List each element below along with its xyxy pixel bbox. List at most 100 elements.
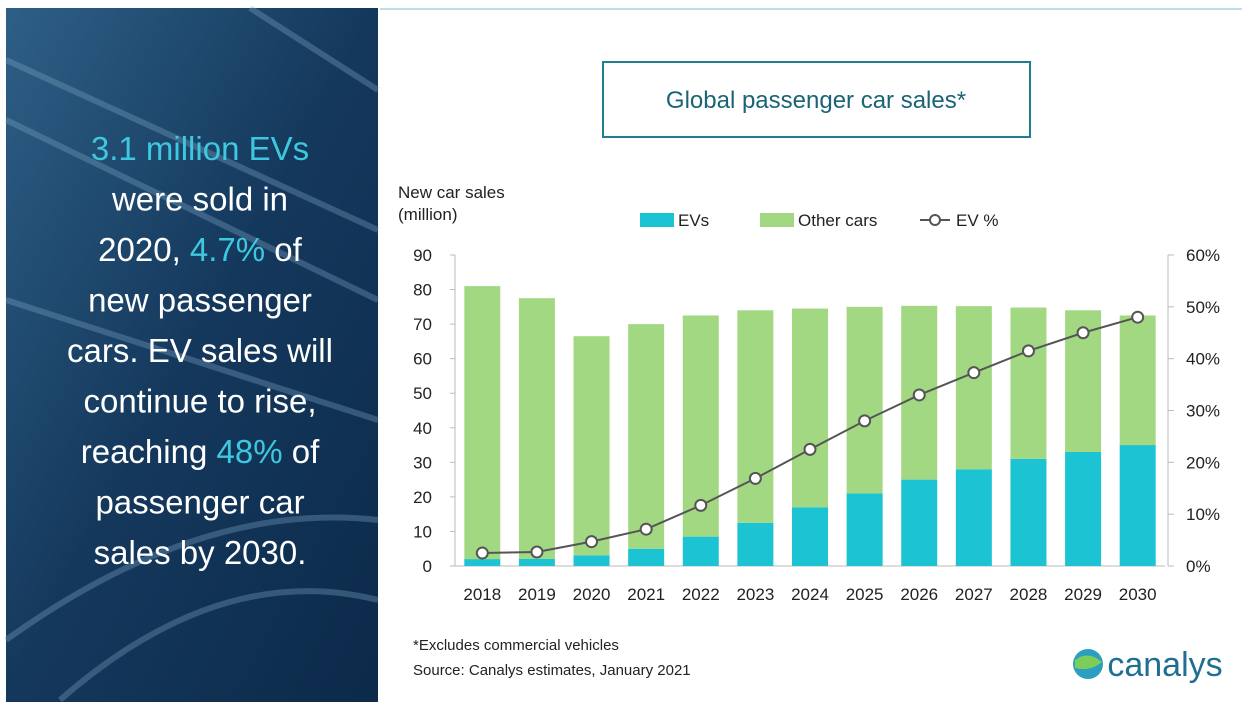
panel-text: continue to rise, xyxy=(84,383,317,420)
line-marker xyxy=(585,535,599,549)
logo-icon xyxy=(1073,649,1103,679)
x-tick-label: 2018 xyxy=(463,585,501,604)
y-tick-label: 60 xyxy=(413,350,432,369)
panel-text: of xyxy=(265,231,303,268)
y2-tick-label: 50% xyxy=(1186,298,1220,317)
bar xyxy=(901,479,938,566)
y-tick-label: 20 xyxy=(413,488,432,507)
bar xyxy=(518,558,555,566)
line-marker xyxy=(694,498,708,512)
panel-line: continue to rise, xyxy=(84,383,317,420)
bar xyxy=(846,493,883,566)
y-tick-label: 30 xyxy=(413,453,432,472)
panel-background xyxy=(6,8,378,702)
bar xyxy=(1010,458,1047,566)
source: Source: Canalys estimates, January 2021 xyxy=(413,662,691,679)
bar xyxy=(792,507,828,566)
bar xyxy=(792,308,828,508)
panel-line: passenger car xyxy=(95,484,304,521)
bar xyxy=(1010,307,1047,459)
bar xyxy=(573,555,610,566)
panel-text: of xyxy=(283,433,321,470)
legend-marker xyxy=(929,214,941,226)
panel-text: sales by 2030. xyxy=(94,534,307,571)
y-tick-label: 70 xyxy=(413,315,432,334)
y-tick-label: 40 xyxy=(413,419,432,438)
line-marker xyxy=(803,442,817,456)
bar xyxy=(846,306,883,494)
y2-tick-label: 30% xyxy=(1186,402,1220,421)
line-marker xyxy=(1131,310,1145,324)
bar xyxy=(464,286,501,560)
y-tick-label: 0 xyxy=(423,557,432,576)
y2-tick-label: 0% xyxy=(1186,557,1211,576)
y2-tick-label: 20% xyxy=(1186,453,1220,472)
panel-text: cars. EV sales will xyxy=(67,332,333,369)
legend-label: Other cars xyxy=(798,211,877,230)
panel-line: 3.1 million EVs xyxy=(91,130,309,167)
chart-title: Global passenger car sales* xyxy=(666,87,966,114)
highlight-text: 48% xyxy=(217,433,283,470)
panel-line: were sold in xyxy=(111,181,288,218)
line-marker xyxy=(639,522,653,536)
y-tick-label: 50 xyxy=(413,384,432,403)
legend-label: EV % xyxy=(956,211,999,230)
bar xyxy=(737,522,774,566)
panel-line: reaching 48% of xyxy=(81,433,320,470)
panel-text: reaching xyxy=(81,433,217,470)
x-tick-label: 2025 xyxy=(846,585,884,604)
x-tick-label: 2024 xyxy=(791,585,829,604)
bar xyxy=(628,324,665,549)
line-marker xyxy=(1076,326,1090,340)
line-marker xyxy=(912,388,926,402)
panel-text: 2020, xyxy=(98,231,190,268)
x-tick-label: 2019 xyxy=(518,585,556,604)
y2-tick-label: 40% xyxy=(1186,350,1220,369)
panel-line: cars. EV sales will xyxy=(67,332,333,369)
bar xyxy=(955,306,992,470)
y2-tick-label: 60% xyxy=(1186,246,1220,265)
x-tick-label: 2020 xyxy=(573,585,611,604)
bar xyxy=(628,548,665,566)
panel-line: new passenger xyxy=(88,282,312,319)
line-marker xyxy=(530,545,544,559)
x-tick-label: 2027 xyxy=(955,585,993,604)
line-marker xyxy=(858,414,872,428)
legend-label: EVs xyxy=(678,211,709,230)
panel-line: 2020, 4.7% of xyxy=(98,231,302,268)
x-tick-label: 2026 xyxy=(900,585,938,604)
y-axis-label: (million) xyxy=(398,205,458,224)
bar xyxy=(518,298,555,559)
panel-line: sales by 2030. xyxy=(94,534,307,571)
line-marker xyxy=(967,366,981,380)
y-tick-label: 80 xyxy=(413,281,432,300)
x-tick-label: 2023 xyxy=(736,585,774,604)
bar xyxy=(464,559,501,566)
highlight-text: 3.1 million EVs xyxy=(91,130,309,167)
x-tick-label: 2022 xyxy=(682,585,720,604)
y-tick-label: 10 xyxy=(413,522,432,541)
line-marker xyxy=(1021,344,1035,358)
bar xyxy=(1119,445,1156,566)
bar xyxy=(1119,315,1156,446)
panel-text: were sold in xyxy=(111,181,288,218)
legend-swatch xyxy=(640,213,674,227)
panel-text: passenger car xyxy=(95,484,304,521)
x-tick-label: 2029 xyxy=(1064,585,1102,604)
panel-text: new passenger xyxy=(88,282,312,319)
road-lines xyxy=(4,5,380,703)
line-marker xyxy=(475,546,489,560)
x-tick-label: 2028 xyxy=(1010,585,1048,604)
bar xyxy=(1065,451,1102,566)
logo-text: canalys xyxy=(1107,646,1222,684)
footnote: *Excludes commercial vehicles xyxy=(413,637,619,654)
highlight-text: 4.7% xyxy=(190,231,265,268)
y-axis-label: New car sales xyxy=(398,183,505,202)
x-tick-label: 2021 xyxy=(627,585,665,604)
y2-tick-label: 10% xyxy=(1186,505,1220,524)
bar xyxy=(682,536,719,566)
x-tick-label: 2030 xyxy=(1119,585,1157,604)
legend-swatch xyxy=(760,213,794,227)
